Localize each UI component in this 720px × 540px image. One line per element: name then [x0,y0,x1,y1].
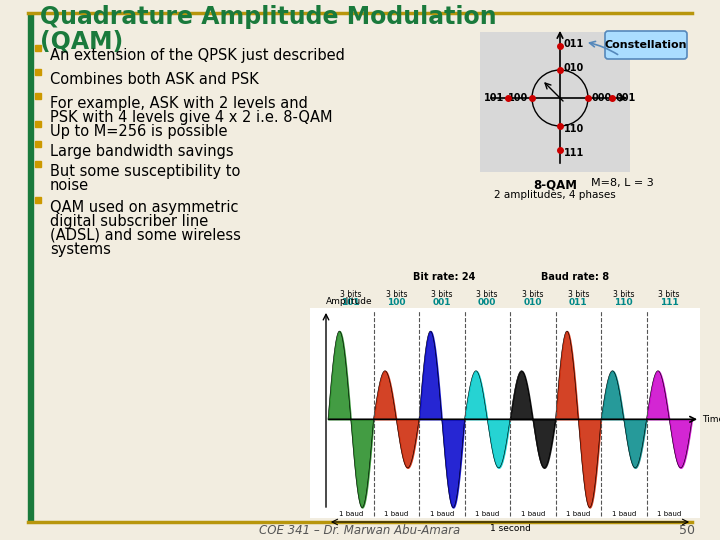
Text: An extension of the QPSK just described: An extension of the QPSK just described [50,48,345,63]
Text: noise: noise [50,178,89,193]
Text: Baud rate: 8: Baud rate: 8 [541,272,610,282]
Text: Up to M=256 is possible: Up to M=256 is possible [50,124,228,139]
Text: 1 baud: 1 baud [521,511,545,517]
Text: (ADSL) and some wireless: (ADSL) and some wireless [50,228,241,243]
Text: 3 bits: 3 bits [613,290,634,299]
Text: COE 341 – Dr. Marwan Abu-Amara: COE 341 – Dr. Marwan Abu-Amara [259,523,461,537]
Bar [480,32,630,172]
Text: 8-QAM: 8-QAM [533,178,577,191]
Text: 100: 100 [508,93,528,103]
Bar [35,197,41,203]
Text: 1 baud: 1 baud [657,511,681,517]
Text: Constellation: Constellation [605,40,688,50]
Text: (QAM): (QAM) [40,29,123,53]
Text: 3 bits: 3 bits [340,290,361,299]
Text: 101: 101 [341,298,360,307]
Text: 1 baud: 1 baud [338,511,363,517]
Bar [35,45,41,51]
Text: 101: 101 [484,93,504,103]
Bar [35,161,41,167]
Text: 000: 000 [478,298,496,307]
Text: But some susceptibility to: But some susceptibility to [50,164,240,179]
Text: systems: systems [50,242,111,257]
Text: 011: 011 [569,298,588,307]
Text: Time: Time [702,415,720,424]
Text: 3 bits: 3 bits [385,290,407,299]
Text: 010: 010 [523,298,542,307]
Text: PSK with 4 levels give 4 x 2 i.e. 8-QAM: PSK with 4 levels give 4 x 2 i.e. 8-QAM [50,110,333,125]
Bar [35,121,41,127]
Text: 1 baud: 1 baud [475,511,500,517]
Bar [35,69,41,75]
Text: Bit rate: 24: Bit rate: 24 [413,272,476,282]
Text: 110: 110 [614,298,633,307]
Bar [310,308,700,518]
FancyBboxPatch shape [605,31,687,59]
Text: 000: 000 [592,93,612,103]
Text: 50: 50 [679,523,695,537]
Text: 1 baud: 1 baud [384,511,408,517]
Text: 001: 001 [433,298,451,307]
Text: 1 second: 1 second [490,524,531,533]
Text: Large bandwidth savings: Large bandwidth savings [50,144,233,159]
Text: 2 amplitudes, 4 phases: 2 amplitudes, 4 phases [494,190,616,200]
Text: 110: 110 [564,124,584,134]
Bar [35,141,41,147]
Text: 1 baud: 1 baud [611,511,636,517]
Bar [35,93,41,99]
Text: QAM used on asymmetric: QAM used on asymmetric [50,200,238,215]
Text: M=8, L = 3: M=8, L = 3 [590,178,653,188]
Text: digital subscriber line: digital subscriber line [50,214,208,229]
Text: 3 bits: 3 bits [567,290,589,299]
Text: 111: 111 [564,148,584,158]
Text: 011: 011 [564,39,584,49]
Text: 111: 111 [660,298,679,307]
Text: 3 bits: 3 bits [659,290,680,299]
Bar [28,13,33,522]
Text: 3 bits: 3 bits [522,290,544,299]
Text: 1 baud: 1 baud [566,511,590,517]
Text: 3 bits: 3 bits [431,290,452,299]
Text: 1 baud: 1 baud [430,511,454,517]
Text: Combines both ASK and PSK: Combines both ASK and PSK [50,72,258,87]
Text: 001: 001 [616,93,636,103]
Text: Amplitude: Amplitude [326,297,373,306]
Text: 100: 100 [387,298,405,307]
Text: 010: 010 [564,63,584,73]
Text: Quadrature Amplitude Modulation: Quadrature Amplitude Modulation [40,5,497,29]
Text: 3 bits: 3 bits [477,290,498,299]
Text: For example, ASK with 2 levels and: For example, ASK with 2 levels and [50,96,308,111]
